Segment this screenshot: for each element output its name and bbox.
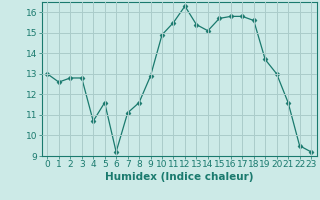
X-axis label: Humidex (Indice chaleur): Humidex (Indice chaleur) (105, 172, 253, 182)
